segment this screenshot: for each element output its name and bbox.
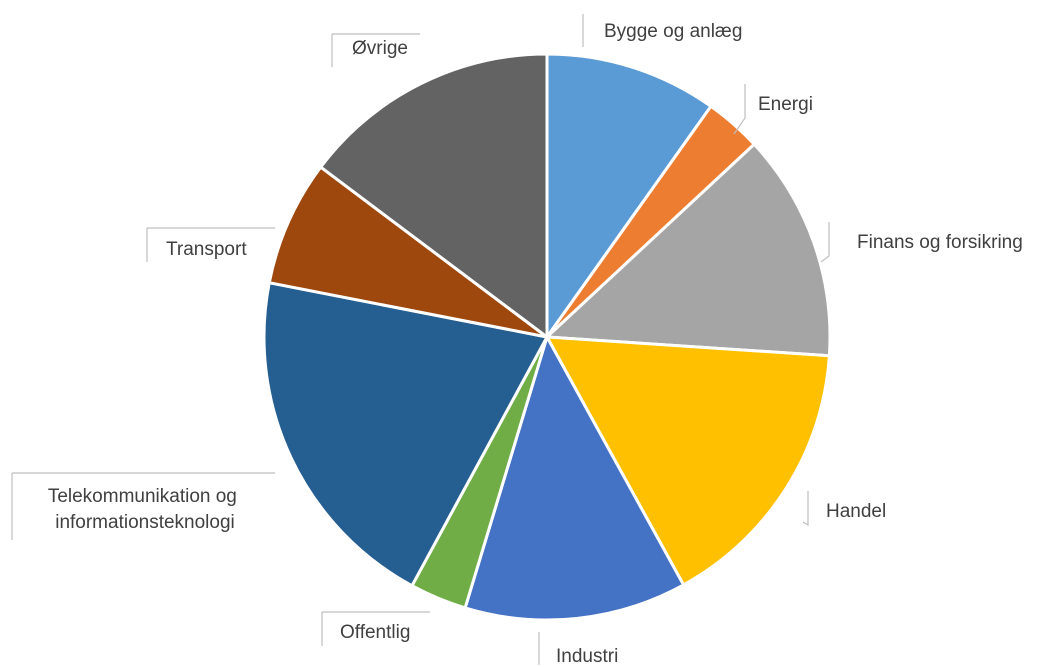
slice-label-telekom: Telekommunikation og informationsteknolo… [48,486,242,533]
pie-slice-0 [545,52,714,342]
slice-label-transport: Transport [166,239,247,260]
pie-slice-4 [463,333,686,622]
slice-label-energi: Energi [758,94,813,115]
pie-slice-3 [544,335,831,587]
leader-line [733,84,746,135]
leader-line [331,33,420,67]
leader-line [820,222,830,263]
slice-label-finans: Finans og forsikring [857,232,1023,253]
leader-line [146,227,275,262]
leader-line [802,491,809,527]
slice-label-industri: Industri [556,646,618,667]
pie-slice-2 [543,142,832,358]
slice-label-handel: Handel [826,501,886,522]
leader-line [321,611,430,646]
slice-label-offentlig: Offentlig [340,622,410,643]
pie-slices [262,52,832,622]
slice-label-ovrige: Øvrige [352,38,408,59]
pie-slice-7 [267,164,548,339]
slice-labels: Bygge og anlæg Energi Finans og forsikri… [48,21,1023,667]
pie-slice-6 [262,280,550,588]
slice-label-telekom-line2: informationsteknologi [55,512,235,533]
slice-label-telekom-line1: Telekommunikation og [48,486,237,507]
slice-label-bygge: Bygge og anlæg [604,21,742,42]
leader-line [11,472,275,540]
leader-lines [11,14,830,665]
pie-slice-8 [318,52,549,341]
